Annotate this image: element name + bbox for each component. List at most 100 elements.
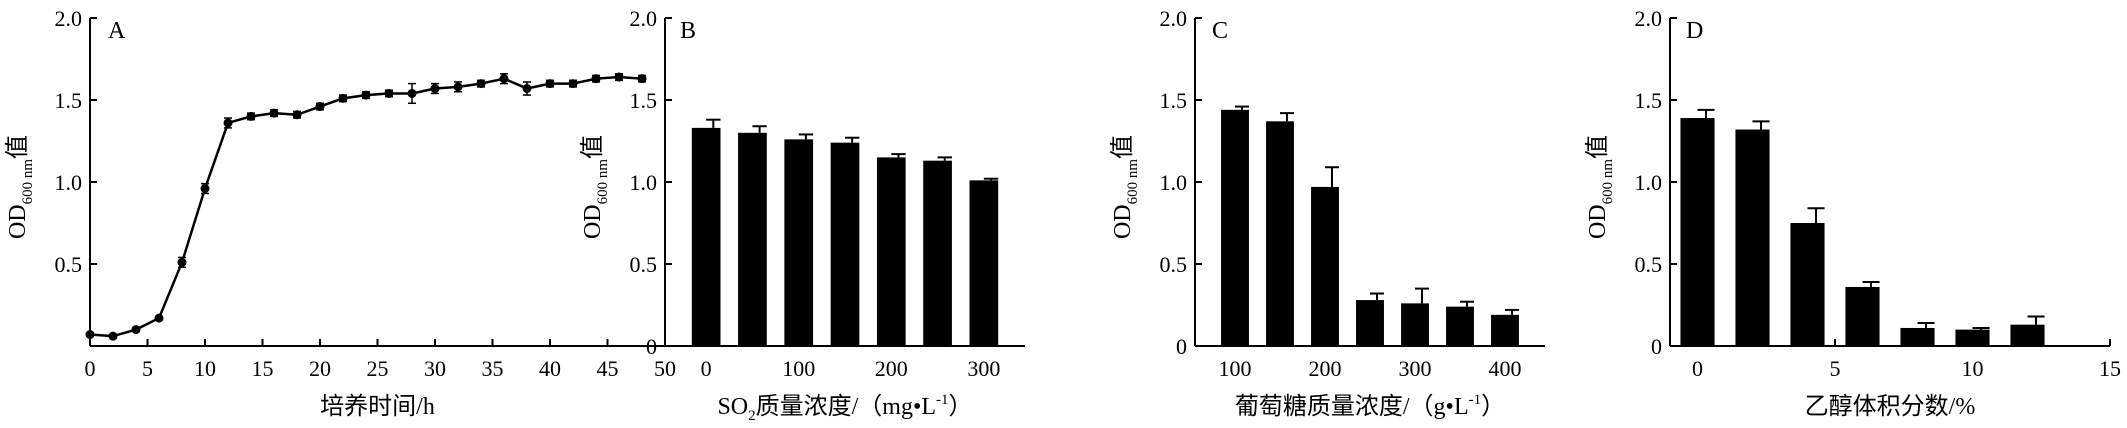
y-axis-title: OD600 nm值 [1109,135,1141,239]
x-tick-label: 20 [309,356,331,381]
data-point [223,118,233,128]
y-tick-label: 0.5 [1160,252,1188,277]
bar [923,160,952,346]
data-point [85,330,95,340]
y-tick-label: 0 [646,334,657,359]
y-tick-label: 2.0 [630,6,658,31]
x-axis-title: 葡萄糖质量浓度/（g•L-1） [1235,392,1505,420]
x-tick-label: 0 [1692,356,1703,381]
data-point [568,79,578,89]
y-axis-title: OD600 nm值 [1584,135,1616,239]
bar [1955,329,1990,346]
x-tick-label: 400 [1489,356,1522,381]
bar [969,180,999,346]
x-tick-label: 100 [782,356,815,381]
y-tick-label: 1.0 [55,170,83,195]
bar [1735,129,1770,346]
data-point [292,110,302,120]
bar [876,157,906,346]
data-point [614,72,624,82]
bar [738,132,767,346]
x-tick-label: 10 [1962,356,1984,381]
x-tick-label: 10 [194,356,216,381]
bar [1845,286,1880,346]
x-tick-label: 200 [1309,356,1342,381]
bar [1790,223,1825,346]
data-point [476,79,486,89]
bar [2010,324,2045,346]
x-tick-label: 35 [482,356,504,381]
x-tick-label: 15 [2099,356,2121,381]
x-tick-label: 45 [597,356,619,381]
data-point [637,74,647,84]
data-point [338,93,348,103]
x-axis-title: SO2质量浓度/（mg•L-1） [717,392,972,424]
x-tick-label: 300 [1399,356,1432,381]
data-point [361,90,371,100]
y-tick-label: 2.0 [1160,6,1188,31]
growth-curve-line [89,75,643,338]
y-tick-label: 0.5 [1635,252,1663,277]
x-tick-label: 50 [654,356,676,381]
y-tick-label: 1.5 [55,88,83,113]
x-tick-label: 100 [1219,356,1252,381]
data-point [499,74,509,84]
bar [1266,121,1294,346]
data-point [591,74,601,84]
y-tick-label: 0.5 [55,252,83,277]
data-point [108,331,118,341]
data-point [246,111,256,121]
x-tick-label: 5 [142,356,153,381]
y-tick-label: 2.0 [55,6,83,31]
bar [784,139,814,346]
data-point [269,108,279,118]
panel-letter: C [1212,18,1228,44]
y-axis-title: OD600 nm值 [579,135,611,239]
bar [1900,327,1935,346]
x-tick-label: 0 [85,356,96,381]
data-point [384,88,394,98]
bar [1401,303,1429,346]
y-tick-label: 0 [1176,334,1187,359]
x-tick-label: 300 [967,356,1000,381]
y-tick-label: 1.5 [1635,88,1663,113]
bar [1446,306,1474,346]
data-point [545,79,555,89]
y-tick-label: 2.0 [1635,6,1663,31]
y-axis-title: OD600 nm值 [4,135,36,239]
y-tick-label: 1.0 [1160,170,1188,195]
data-point [430,84,440,94]
bar [1491,314,1519,346]
x-tick-label: 200 [875,356,908,381]
y-tick-label: 0.5 [630,252,658,277]
y-tick-label: 1.5 [1160,88,1188,113]
data-point [131,325,141,335]
panel-letter: D [1686,18,1703,44]
y-tick-label: 0 [1651,334,1662,359]
x-axis-title: 乙醇体积分数/% [1805,393,1976,420]
panel-letter: B [680,18,696,44]
data-point [200,184,210,194]
x-tick-label: 40 [539,356,561,381]
bar [1356,300,1384,346]
data-point [154,313,164,323]
x-tick-label: 15 [252,356,274,381]
bar [830,142,860,346]
bar [1680,118,1715,346]
panel-letter: A [108,18,126,44]
y-tick-label: 1.5 [630,88,658,113]
data-point [522,84,532,94]
y-tick-label: 1.0 [1635,170,1663,195]
x-axis-title: 培养时间/h [320,393,435,420]
x-tick-label: 0 [701,356,712,381]
x-tick-label: 25 [367,356,389,381]
data-point [315,102,325,112]
x-tick-label: 5 [1830,356,1841,381]
bar [1221,109,1249,346]
x-tick-label: 30 [424,356,446,381]
